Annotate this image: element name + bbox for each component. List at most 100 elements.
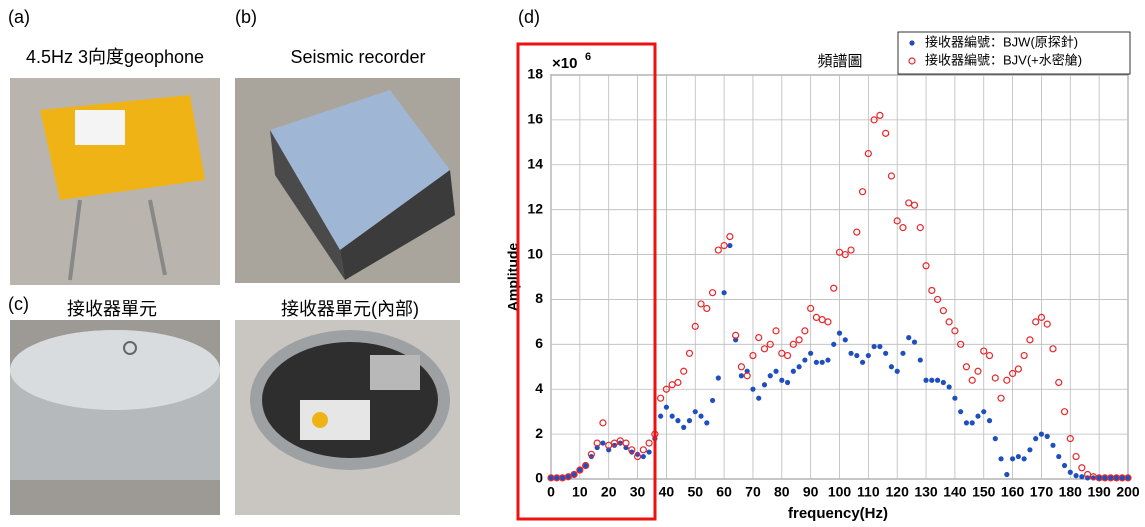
- chart-title: 頻譜圖: [817, 53, 862, 70]
- data-point: [675, 418, 681, 424]
- data-point: [622, 439, 630, 447]
- x-tick-label: 30: [630, 484, 646, 500]
- data-point: [1073, 473, 1079, 479]
- y-tick-label: 2: [535, 425, 543, 441]
- x-tick-label: 180: [1059, 484, 1083, 500]
- data-point: [1037, 313, 1046, 321]
- data-point: [900, 350, 906, 356]
- data-point: [1003, 376, 1011, 384]
- data-point: [576, 466, 584, 474]
- x-tick-label: 60: [716, 484, 732, 500]
- data-point: [698, 413, 704, 419]
- data-point: [692, 409, 698, 415]
- data-point: [726, 233, 734, 241]
- x-tick-label: 50: [687, 484, 703, 500]
- x-tick-label: 40: [659, 484, 675, 500]
- data-point: [962, 363, 971, 371]
- data-point: [743, 372, 751, 380]
- data-point: [968, 376, 976, 384]
- data-point: [658, 413, 664, 419]
- data-point: [559, 475, 566, 481]
- data-point: [674, 378, 682, 387]
- data-point: [841, 250, 849, 259]
- data-point: [894, 368, 900, 374]
- y-tick-label: 10: [527, 245, 543, 261]
- data-point: [571, 471, 577, 478]
- data-point: [755, 334, 763, 342]
- legend-label: 接收器編號：BJW(原探針): [925, 34, 1078, 49]
- data-point: [662, 385, 671, 393]
- data-point: [1067, 469, 1073, 475]
- data-point: [986, 418, 993, 424]
- data-point: [1102, 475, 1108, 481]
- data-point: [952, 395, 958, 401]
- data-point: [969, 420, 975, 426]
- data-point: [766, 340, 774, 348]
- data-point: [760, 345, 769, 353]
- data-point: [1020, 351, 1028, 360]
- data-point: [934, 377, 941, 383]
- data-point: [876, 111, 884, 120]
- data-point: [992, 436, 998, 442]
- data-point: [877, 343, 883, 350]
- data-point: [663, 404, 670, 410]
- x-tick-label: 80: [774, 484, 790, 500]
- data-point: [883, 350, 889, 356]
- y-tick-label: 4: [535, 380, 543, 396]
- data-point: [871, 343, 877, 350]
- data-point: [633, 452, 642, 461]
- data-point: [646, 449, 652, 455]
- legend: 接收器編號：BJW(原探針) 接收器編號：BJV(+水密艙): [897, 31, 1131, 75]
- data-point: [738, 373, 745, 379]
- x-tick-label: 160: [1001, 484, 1025, 500]
- data-point: [974, 367, 982, 375]
- data-point: [784, 379, 791, 386]
- photo-receiver-inside: [235, 320, 460, 515]
- data-point: [951, 327, 959, 335]
- data-point: [691, 322, 699, 330]
- panel-label: (d): [518, 7, 540, 27]
- data-point: [554, 475, 560, 481]
- data-point: [669, 413, 675, 419]
- data-point: [714, 246, 722, 254]
- data-point: [922, 262, 930, 270]
- data-point: [629, 449, 635, 455]
- data-point: [1038, 431, 1045, 437]
- data-point: [981, 409, 987, 415]
- data-point: [789, 340, 797, 348]
- data-point: [617, 440, 623, 446]
- data-point: [882, 129, 890, 137]
- data-point: [946, 384, 952, 390]
- data-point: [1010, 456, 1016, 462]
- data-point: [1008, 369, 1017, 378]
- data-point: [1108, 475, 1114, 481]
- x-tick-label: 150: [972, 484, 996, 500]
- x-tick-label: 190: [1087, 484, 1111, 500]
- x-tick-label: 170: [1030, 484, 1054, 500]
- data-point: [825, 357, 831, 363]
- data-point: [1061, 462, 1068, 469]
- data-point: [854, 352, 860, 359]
- x-tick-label: 110: [857, 484, 880, 500]
- data-point: [813, 359, 820, 365]
- data-point: [940, 379, 946, 386]
- data-point: [565, 474, 571, 480]
- data-point: [1119, 475, 1125, 481]
- x-tick-label: 100: [828, 484, 852, 500]
- data-point: [593, 439, 601, 447]
- data-point: [957, 340, 965, 348]
- data-point: [917, 357, 923, 363]
- data-point: [1079, 474, 1085, 480]
- data-point: [858, 188, 867, 196]
- y-tick-label: 16: [527, 111, 543, 127]
- data-point: [600, 440, 606, 446]
- data-point: [802, 357, 808, 363]
- data-point: [772, 327, 780, 335]
- data-point: [783, 351, 792, 360]
- photo-receiver-unit: [10, 320, 220, 515]
- data-point: [1056, 453, 1062, 460]
- y-tick-label: 14: [527, 155, 543, 171]
- data-point: [1125, 475, 1131, 481]
- data-point: [1026, 336, 1034, 344]
- data-point: [899, 224, 907, 232]
